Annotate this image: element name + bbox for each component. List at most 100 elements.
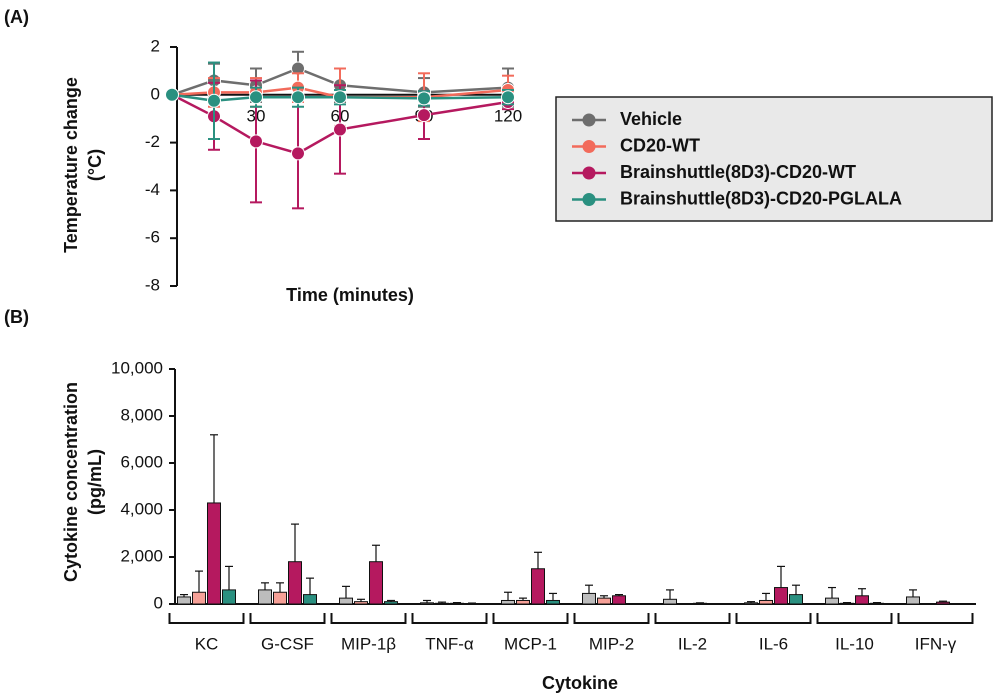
error-bar xyxy=(387,599,395,602)
y-tick-label: 4,000 xyxy=(120,499,163,518)
bar xyxy=(870,602,884,605)
category-bracket xyxy=(168,613,245,624)
error-bar xyxy=(792,584,800,595)
category-bracket xyxy=(816,613,893,624)
bar xyxy=(339,597,353,605)
category-bracket xyxy=(573,613,650,624)
y-tick-label: 10,000 xyxy=(111,358,163,377)
error-bar xyxy=(534,551,542,569)
category-bracket xyxy=(654,613,731,624)
point xyxy=(333,122,347,137)
error-bar xyxy=(423,599,431,603)
bar xyxy=(384,601,398,605)
bar xyxy=(531,568,545,605)
error-bar xyxy=(372,544,380,562)
x-tick-label: MIP-2 xyxy=(589,634,634,653)
point xyxy=(417,91,431,106)
bar xyxy=(288,561,302,605)
x-tick-label: TNF-α xyxy=(425,634,474,653)
x-tick-label: IL-6 xyxy=(759,634,788,653)
bar xyxy=(354,601,368,605)
category-bracket xyxy=(249,613,326,624)
bar xyxy=(546,599,560,605)
panel-label: (A) xyxy=(4,7,29,27)
bar xyxy=(420,602,434,605)
bar xyxy=(789,594,803,605)
error-bar xyxy=(828,586,836,599)
bar xyxy=(207,502,221,605)
error-bar xyxy=(306,577,314,595)
legend-marker xyxy=(582,140,596,153)
x-tick-label: IL-10 xyxy=(835,634,874,653)
y-tick-label: -8 xyxy=(145,275,160,294)
error-bar xyxy=(615,593,623,596)
point xyxy=(291,90,305,105)
legend-box xyxy=(555,96,993,222)
category-bracket xyxy=(492,613,569,624)
x-tick-label: KC xyxy=(195,634,219,653)
bar xyxy=(597,597,611,605)
error-bar xyxy=(747,601,755,603)
x-tick-label: IL-2 xyxy=(678,634,707,653)
error-bar xyxy=(225,565,233,590)
legend-marker xyxy=(582,193,596,206)
bar xyxy=(192,591,206,605)
legend-label: Brainshuttle(8D3)-CD20-WT xyxy=(620,162,856,182)
legend-label: Vehicle xyxy=(620,109,682,129)
bar xyxy=(516,599,530,605)
bar xyxy=(369,561,383,605)
error-bar xyxy=(519,597,527,601)
y-tick-label: -6 xyxy=(145,228,160,247)
category-bracket xyxy=(330,613,407,624)
x-axis-title: Time (minutes) xyxy=(286,285,414,305)
bar xyxy=(177,596,191,605)
point xyxy=(291,146,305,161)
category-bracket xyxy=(897,613,974,624)
bar xyxy=(435,602,449,605)
y-axis-title: (°C) xyxy=(85,149,105,181)
bar xyxy=(936,601,950,605)
x-tick-label: G-CSF xyxy=(261,634,314,653)
bar xyxy=(663,598,677,605)
y-tick-label: 2 xyxy=(151,36,160,55)
bar xyxy=(501,599,515,605)
point xyxy=(207,93,221,108)
bar xyxy=(450,602,464,605)
bar xyxy=(840,602,854,605)
error-bar xyxy=(666,589,674,600)
x-axis-title: Cytokine xyxy=(542,673,618,693)
error-bar xyxy=(357,598,365,602)
error-bar xyxy=(195,570,203,593)
bar xyxy=(258,589,272,605)
y-tick-label: 2,000 xyxy=(120,546,163,565)
point xyxy=(501,90,515,105)
bar xyxy=(612,595,626,605)
error-bar xyxy=(261,582,269,590)
bar xyxy=(222,589,236,605)
error-bar xyxy=(858,588,866,596)
point xyxy=(249,134,263,149)
bar xyxy=(759,599,773,605)
x-tick-label: 120 xyxy=(494,106,522,125)
y-tick-label: 8,000 xyxy=(120,405,163,424)
bar xyxy=(303,594,317,605)
error-bar xyxy=(291,523,299,562)
x-tick-label: MIP-1β xyxy=(341,634,396,653)
error-bar xyxy=(180,593,188,597)
error-bar xyxy=(909,589,917,597)
point xyxy=(417,108,431,123)
y-tick-label: 0 xyxy=(151,84,160,103)
bar xyxy=(774,587,788,605)
category-bracket xyxy=(735,613,812,624)
error-bar xyxy=(600,595,608,599)
point xyxy=(165,87,179,102)
error-bar xyxy=(873,601,881,604)
error-bar xyxy=(342,585,350,599)
error-bar xyxy=(453,601,461,604)
y-axis-title: Cytokine concentration xyxy=(61,382,81,582)
point xyxy=(249,90,263,105)
legend-label: CD20-WT xyxy=(620,135,700,155)
y-tick-label: -2 xyxy=(145,132,160,151)
panel-label: (B) xyxy=(4,307,29,327)
